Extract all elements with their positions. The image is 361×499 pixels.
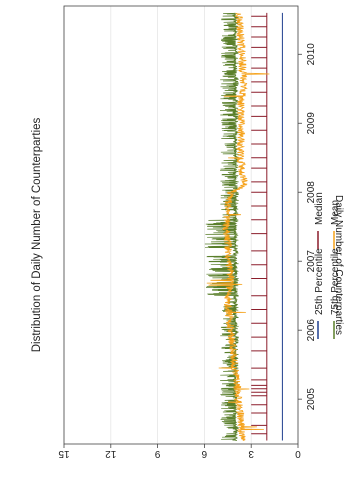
legend-label: 25th Percentile — [314, 248, 325, 315]
series-75th-percentile — [204, 12, 239, 441]
x-tick-label: 2006 — [306, 319, 317, 342]
x-tick-label: 2008 — [306, 181, 317, 204]
x-tick-label: 2007 — [306, 250, 317, 273]
x-tick-label: 2010 — [306, 43, 317, 66]
legend-label: Mean — [330, 200, 341, 225]
axis-ticks: 0 3 6 9 12 15 2005 2006 2007 2008 2009 2010 — [58, 43, 317, 459]
y-tick-label: 9 — [154, 448, 160, 459]
x-tick-label: 2009 — [306, 112, 317, 135]
series-median — [251, 12, 268, 441]
rotated-plot-group: 0 3 6 9 12 15 2005 2006 2007 2008 2009 2010 Distrib… — [31, 5, 344, 459]
plot-frame — [63, 5, 299, 445]
y-tick-label: 12 — [105, 448, 117, 459]
series-mean — [206, 12, 270, 441]
y-axis-label: Daily Number of Counterparties — [333, 195, 344, 335]
chart-title: Distribution of Daily Number of Counterp… — [31, 117, 43, 352]
legend-label: 75th Percentile — [330, 248, 341, 315]
legend: 25th Percentile Median 75th Percentile Mean — [314, 192, 341, 339]
legend-label: Median — [314, 192, 325, 225]
y-tick-label: 0 — [295, 448, 301, 459]
x-tick-label: 2005 — [306, 388, 317, 411]
y-tick-label: 3 — [248, 448, 254, 459]
y-tick-label: 15 — [58, 448, 70, 459]
series-layer — [204, 12, 283, 441]
y-tick-label: 6 — [201, 448, 207, 459]
